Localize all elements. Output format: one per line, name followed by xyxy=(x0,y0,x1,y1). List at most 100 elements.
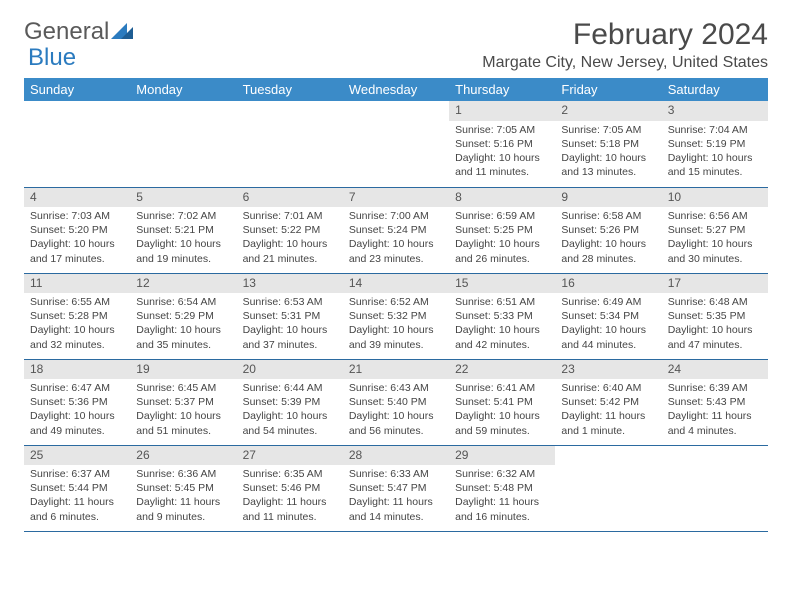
day-number: 24 xyxy=(662,360,768,380)
calendar-day-cell: 28Sunrise: 6:33 AMSunset: 5:47 PMDayligh… xyxy=(343,445,449,531)
calendar-day-cell: 17Sunrise: 6:48 AMSunset: 5:35 PMDayligh… xyxy=(662,273,768,359)
sunset-text: Sunset: 5:39 PM xyxy=(243,395,337,409)
sunrise-text: Sunrise: 6:52 AM xyxy=(349,295,443,309)
daylight-text: Daylight: 10 hours and 35 minutes. xyxy=(136,323,230,351)
sunrise-text: Sunrise: 6:58 AM xyxy=(561,209,655,223)
day-number: 25 xyxy=(24,446,130,466)
day-number: 26 xyxy=(130,446,236,466)
logo-triangle-icon xyxy=(111,18,133,46)
daylight-text: Daylight: 11 hours and 9 minutes. xyxy=(136,495,230,523)
calendar-week-row: 4Sunrise: 7:03 AMSunset: 5:20 PMDaylight… xyxy=(24,187,768,273)
logo: General xyxy=(24,18,135,46)
calendar-day-cell: 9Sunrise: 6:58 AMSunset: 5:26 PMDaylight… xyxy=(555,187,661,273)
sunset-text: Sunset: 5:41 PM xyxy=(455,395,549,409)
sunrise-text: Sunrise: 6:49 AM xyxy=(561,295,655,309)
day-number: 20 xyxy=(237,360,343,380)
day-details: Sunrise: 6:36 AMSunset: 5:45 PMDaylight:… xyxy=(130,465,236,528)
daylight-text: Daylight: 10 hours and 44 minutes. xyxy=(561,323,655,351)
day-number: 23 xyxy=(555,360,661,380)
daylight-text: Daylight: 11 hours and 16 minutes. xyxy=(455,495,549,523)
calendar-day-cell xyxy=(343,101,449,187)
header: General February 2024 Margate City, New … xyxy=(24,18,768,72)
calendar-day-cell xyxy=(662,445,768,531)
day-details: Sunrise: 6:49 AMSunset: 5:34 PMDaylight:… xyxy=(555,293,661,356)
daylight-text: Daylight: 10 hours and 39 minutes. xyxy=(349,323,443,351)
sunrise-text: Sunrise: 6:51 AM xyxy=(455,295,549,309)
calendar-day-cell: 21Sunrise: 6:43 AMSunset: 5:40 PMDayligh… xyxy=(343,359,449,445)
calendar-day-cell: 5Sunrise: 7:02 AMSunset: 5:21 PMDaylight… xyxy=(130,187,236,273)
daylight-text: Daylight: 11 hours and 11 minutes. xyxy=(243,495,337,523)
day-details: Sunrise: 7:01 AMSunset: 5:22 PMDaylight:… xyxy=(237,207,343,270)
daylight-text: Daylight: 10 hours and 28 minutes. xyxy=(561,237,655,265)
sunrise-text: Sunrise: 6:40 AM xyxy=(561,381,655,395)
day-details: Sunrise: 7:05 AMSunset: 5:16 PMDaylight:… xyxy=(449,121,555,184)
day-number: 29 xyxy=(449,446,555,466)
month-title: February 2024 xyxy=(482,18,768,52)
calendar-day-cell: 24Sunrise: 6:39 AMSunset: 5:43 PMDayligh… xyxy=(662,359,768,445)
sunrise-text: Sunrise: 6:33 AM xyxy=(349,467,443,481)
sunrise-text: Sunrise: 7:05 AM xyxy=(455,123,549,137)
day-details: Sunrise: 6:35 AMSunset: 5:46 PMDaylight:… xyxy=(237,465,343,528)
day-number: 14 xyxy=(343,274,449,294)
daylight-text: Daylight: 10 hours and 54 minutes. xyxy=(243,409,337,437)
day-number: 16 xyxy=(555,274,661,294)
sunset-text: Sunset: 5:45 PM xyxy=(136,481,230,495)
sunset-text: Sunset: 5:24 PM xyxy=(349,223,443,237)
sunset-text: Sunset: 5:31 PM xyxy=(243,309,337,323)
daylight-text: Daylight: 10 hours and 30 minutes. xyxy=(668,237,762,265)
daylight-text: Daylight: 10 hours and 32 minutes. xyxy=(30,323,124,351)
calendar-day-cell: 29Sunrise: 6:32 AMSunset: 5:48 PMDayligh… xyxy=(449,445,555,531)
sunrise-text: Sunrise: 6:54 AM xyxy=(136,295,230,309)
sunset-text: Sunset: 5:19 PM xyxy=(668,137,762,151)
calendar-day-cell: 8Sunrise: 6:59 AMSunset: 5:25 PMDaylight… xyxy=(449,187,555,273)
daylight-text: Daylight: 10 hours and 42 minutes. xyxy=(455,323,549,351)
daylight-text: Daylight: 10 hours and 13 minutes. xyxy=(561,151,655,179)
daylight-text: Daylight: 10 hours and 47 minutes. xyxy=(668,323,762,351)
calendar-day-cell: 14Sunrise: 6:52 AMSunset: 5:32 PMDayligh… xyxy=(343,273,449,359)
daylight-text: Daylight: 10 hours and 37 minutes. xyxy=(243,323,337,351)
sunset-text: Sunset: 5:25 PM xyxy=(455,223,549,237)
sunrise-text: Sunrise: 7:05 AM xyxy=(561,123,655,137)
day-number: 17 xyxy=(662,274,768,294)
weekday-header: Friday xyxy=(555,78,661,101)
calendar-body: 1Sunrise: 7:05 AMSunset: 5:16 PMDaylight… xyxy=(24,101,768,531)
daylight-text: Daylight: 10 hours and 11 minutes. xyxy=(455,151,549,179)
day-details: Sunrise: 7:03 AMSunset: 5:20 PMDaylight:… xyxy=(24,207,130,270)
sunset-text: Sunset: 5:18 PM xyxy=(561,137,655,151)
sunset-text: Sunset: 5:47 PM xyxy=(349,481,443,495)
sunrise-text: Sunrise: 6:55 AM xyxy=(30,295,124,309)
sunset-text: Sunset: 5:33 PM xyxy=(455,309,549,323)
day-details: Sunrise: 6:44 AMSunset: 5:39 PMDaylight:… xyxy=(237,379,343,442)
weekday-header: Wednesday xyxy=(343,78,449,101)
day-details: Sunrise: 6:40 AMSunset: 5:42 PMDaylight:… xyxy=(555,379,661,442)
sunrise-text: Sunrise: 6:45 AM xyxy=(136,381,230,395)
day-number: 12 xyxy=(130,274,236,294)
day-number: 15 xyxy=(449,274,555,294)
sunrise-text: Sunrise: 7:04 AM xyxy=(668,123,762,137)
sunset-text: Sunset: 5:34 PM xyxy=(561,309,655,323)
daylight-text: Daylight: 10 hours and 19 minutes. xyxy=(136,237,230,265)
day-number: 21 xyxy=(343,360,449,380)
logo-line2: Blue xyxy=(28,44,76,72)
sunrise-text: Sunrise: 6:56 AM xyxy=(668,209,762,223)
empty-daynum xyxy=(24,101,130,119)
sunset-text: Sunset: 5:26 PM xyxy=(561,223,655,237)
calendar-day-cell: 10Sunrise: 6:56 AMSunset: 5:27 PMDayligh… xyxy=(662,187,768,273)
sunrise-text: Sunrise: 7:01 AM xyxy=(243,209,337,223)
day-details: Sunrise: 6:33 AMSunset: 5:47 PMDaylight:… xyxy=(343,465,449,528)
daylight-text: Daylight: 10 hours and 51 minutes. xyxy=(136,409,230,437)
day-number: 9 xyxy=(555,188,661,208)
sunrise-text: Sunrise: 6:41 AM xyxy=(455,381,549,395)
weekday-header: Sunday xyxy=(24,78,130,101)
day-number: 11 xyxy=(24,274,130,294)
calendar-day-cell xyxy=(24,101,130,187)
day-details: Sunrise: 7:00 AMSunset: 5:24 PMDaylight:… xyxy=(343,207,449,270)
calendar-table: SundayMondayTuesdayWednesdayThursdayFrid… xyxy=(24,78,768,532)
calendar-day-cell: 18Sunrise: 6:47 AMSunset: 5:36 PMDayligh… xyxy=(24,359,130,445)
day-details: Sunrise: 6:54 AMSunset: 5:29 PMDaylight:… xyxy=(130,293,236,356)
day-number: 1 xyxy=(449,101,555,121)
logo-text-general: General xyxy=(24,18,109,46)
day-details: Sunrise: 6:58 AMSunset: 5:26 PMDaylight:… xyxy=(555,207,661,270)
day-details: Sunrise: 6:39 AMSunset: 5:43 PMDaylight:… xyxy=(662,379,768,442)
sunset-text: Sunset: 5:44 PM xyxy=(30,481,124,495)
